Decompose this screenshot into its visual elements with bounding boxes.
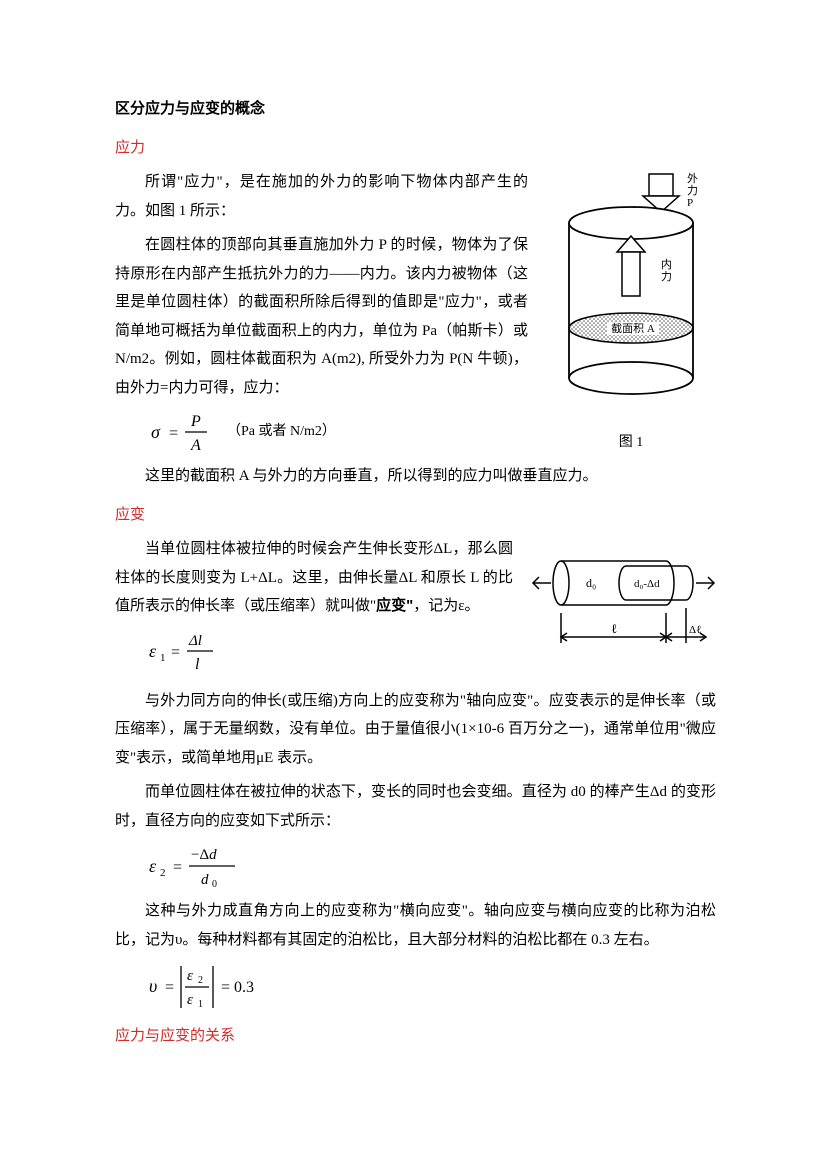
svg-text:=: = (171, 644, 180, 661)
formula-eps2: ε 2 = −Δd d 0 (147, 841, 716, 891)
formula-eps1: ε 1 = Δl l (147, 627, 513, 675)
svg-text:=: = (169, 425, 178, 442)
svg-text:ε: ε (187, 992, 193, 1008)
svg-text:2: 2 (198, 975, 203, 986)
svg-text:ε: ε (149, 641, 157, 661)
svg-text:= 0.3: = 0.3 (221, 979, 254, 996)
rod-stretch-icon: d₀ d₀-Δd ℓ Δℓ (531, 541, 716, 656)
section-heading-stress: 应力 (115, 134, 716, 163)
fig2-ell: ℓ (611, 621, 617, 636)
svg-text:υ: υ (149, 976, 157, 996)
svg-text:Δl: Δl (188, 633, 202, 649)
svg-text:l: l (195, 656, 200, 673)
svg-text:σ: σ (151, 422, 161, 442)
fig2-d0dd: d₀-Δd (634, 578, 660, 590)
formula-nu-icon: υ = ε 2 ε 1 = 0.3 (147, 960, 287, 1012)
formula-sigma: σ = P A （Pa 或者 N/m2） (147, 408, 528, 456)
figure-1-inner-label: 内力 (661, 257, 672, 283)
figure-1-area-label: 截面积 A (611, 321, 655, 335)
section-heading-strain: 应变 (115, 501, 716, 530)
svg-text:ε: ε (149, 856, 157, 876)
strain-para-1c: ，记为ε。 (413, 598, 479, 614)
svg-text:d: d (201, 872, 209, 888)
svg-text:=: = (165, 979, 174, 996)
svg-text:1: 1 (160, 652, 166, 664)
svg-text:P: P (190, 413, 201, 430)
page-title: 区分应力与应变的概念 (115, 95, 716, 124)
svg-text:0: 0 (212, 879, 217, 890)
svg-text:ε: ε (187, 968, 193, 984)
formula-eps1-icon: ε 1 = Δl l (147, 627, 225, 675)
formula-sigma-icon: σ = P A (147, 408, 217, 456)
section-heading-relation: 应力与应变的关系 (115, 1022, 716, 1051)
strain-para-4: 这种与外力成直角方向上的应变称为"横向应变"。轴向应变与横向应变的比称为泊松比，… (115, 897, 716, 954)
figure-2: d₀ d₀-Δd ℓ Δℓ (531, 541, 716, 667)
figure-1-caption: 图 1 (546, 430, 716, 457)
cylinder-diagram-icon: 外力P 截面积 A 内力 (551, 168, 711, 413)
fig2-dl: Δℓ (689, 624, 701, 636)
page: 区分应力与应变的概念 应力 外力P (0, 0, 826, 1169)
fig2-d0: d₀ (586, 576, 596, 590)
svg-text:2: 2 (160, 867, 166, 879)
svg-text:−Δd: −Δd (191, 847, 217, 863)
svg-text:=: = (173, 859, 182, 876)
svg-text:1: 1 (198, 999, 203, 1010)
formula-sigma-units: （Pa 或者 N/m2） (227, 419, 336, 446)
figure-1: 外力P 截面积 A 内力 图 1 (546, 168, 716, 456)
strain-para-3: 而单位圆柱体在被拉伸的状态下，变长的同时也会变细。直径为 d0 的棒产生Δd 的… (115, 778, 716, 835)
figure-1-outer-label: 外力P (687, 172, 698, 209)
svg-text:A: A (190, 437, 201, 454)
formula-eps2-icon: ε 2 = −Δd d 0 (147, 841, 247, 891)
formula-nu: υ = ε 2 ε 1 = 0.3 (147, 960, 716, 1012)
stress-para-3: 这里的截面积 A 与外力的方向垂直，所以得到的应力叫做垂直应力。 (115, 462, 716, 491)
strain-term: 应变" (376, 597, 413, 614)
strain-para-2: 与外力同方向的伸长(或压缩)方向上的应变称为"轴向应变"。应变表示的是伸长率（或… (115, 687, 716, 773)
